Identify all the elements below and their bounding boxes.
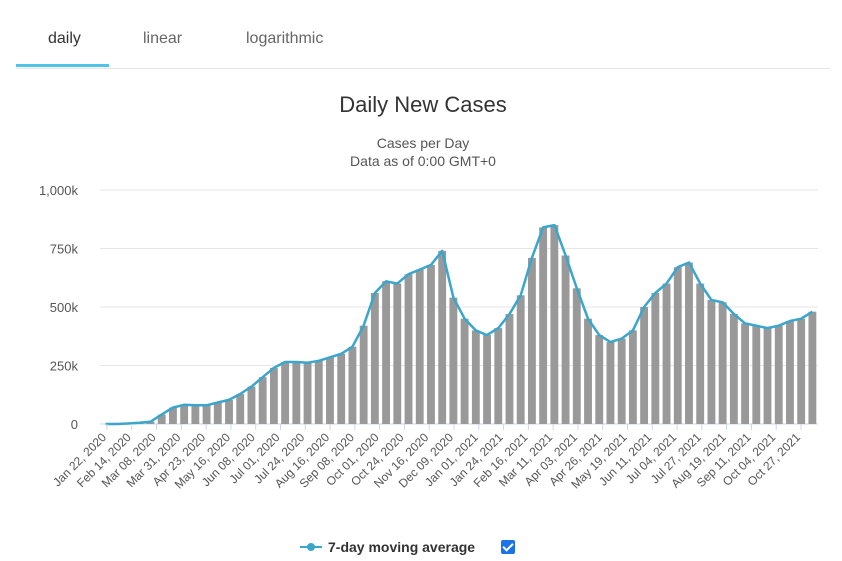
bar: [662, 283, 671, 424]
bar: [348, 346, 357, 424]
bar: [617, 338, 626, 424]
tab-linear[interactable]: linear: [143, 30, 183, 47]
bar: [718, 302, 727, 424]
bar: [729, 314, 738, 424]
bar: [191, 405, 200, 424]
tab-bar: daily linear logarithmic: [16, 0, 830, 69]
bar: [247, 386, 256, 424]
bar: [595, 335, 604, 424]
legend-label: 7-day moving average: [328, 539, 476, 555]
bar: [168, 407, 177, 424]
bar: [651, 292, 660, 424]
moving-average-checkbox[interactable]: [501, 540, 516, 554]
active-tab-indicator: [16, 64, 109, 67]
bar: [157, 414, 166, 424]
bar: [258, 377, 267, 424]
bar: [269, 367, 278, 424]
bar: [539, 227, 548, 424]
bar: [202, 405, 211, 424]
bar: [382, 281, 391, 424]
bar: [707, 299, 716, 424]
bar: [494, 328, 503, 424]
bar: [505, 314, 514, 424]
bar: [449, 297, 458, 424]
chart-subtitle-line-1: Cases per Day: [377, 135, 470, 151]
y-tick-label: 750k: [50, 242, 79, 257]
bar: [404, 274, 413, 424]
bar: [584, 318, 592, 424]
bar: [696, 283, 705, 424]
bar: [314, 360, 323, 424]
bar: [213, 402, 222, 424]
bar: [225, 399, 233, 424]
legend-line-marker-icon: [300, 543, 322, 551]
bar: [808, 311, 817, 424]
bar: [628, 330, 637, 424]
bar: [561, 255, 570, 424]
y-tick-label: 250k: [50, 359, 79, 374]
bar: [516, 295, 525, 424]
chart-title: Daily New Cases: [339, 92, 507, 117]
bar: [415, 269, 424, 424]
bar: [337, 353, 346, 424]
bar: [673, 267, 682, 424]
y-tick-label: 0: [71, 417, 78, 432]
bar: [359, 325, 368, 424]
bar: [752, 325, 761, 424]
bar: [763, 328, 772, 424]
bar: [786, 321, 794, 424]
bar: [438, 250, 447, 424]
bar: [427, 264, 435, 424]
bar: [303, 362, 312, 424]
bar: [741, 323, 750, 424]
moving-average-line: [105, 223, 814, 426]
bar: [774, 325, 783, 424]
bar: [460, 318, 469, 424]
bar: [606, 342, 615, 424]
y-tick-label: 1,000k: [39, 183, 79, 198]
bar: [292, 361, 301, 424]
bar: [483, 335, 491, 424]
bar: [281, 361, 290, 424]
bar: [370, 292, 379, 424]
bar: [640, 307, 649, 424]
bar: [180, 404, 189, 424]
bar: [685, 262, 693, 424]
bar: [393, 283, 402, 424]
chart-subtitle-line-2: Data as of 0:00 GMT+0: [350, 153, 496, 169]
bar: [797, 318, 806, 424]
tab-daily[interactable]: daily: [48, 30, 81, 47]
y-tick-label: 500k: [50, 300, 79, 315]
tab-logarithmic[interactable]: logarithmic: [246, 30, 324, 47]
bar: [326, 357, 334, 424]
bar: [236, 394, 245, 424]
bar: [550, 225, 559, 424]
bar: [572, 288, 581, 424]
bar: [471, 330, 480, 424]
chart-legend[interactable]: 7-day moving average: [300, 536, 516, 558]
bar: [527, 257, 536, 424]
